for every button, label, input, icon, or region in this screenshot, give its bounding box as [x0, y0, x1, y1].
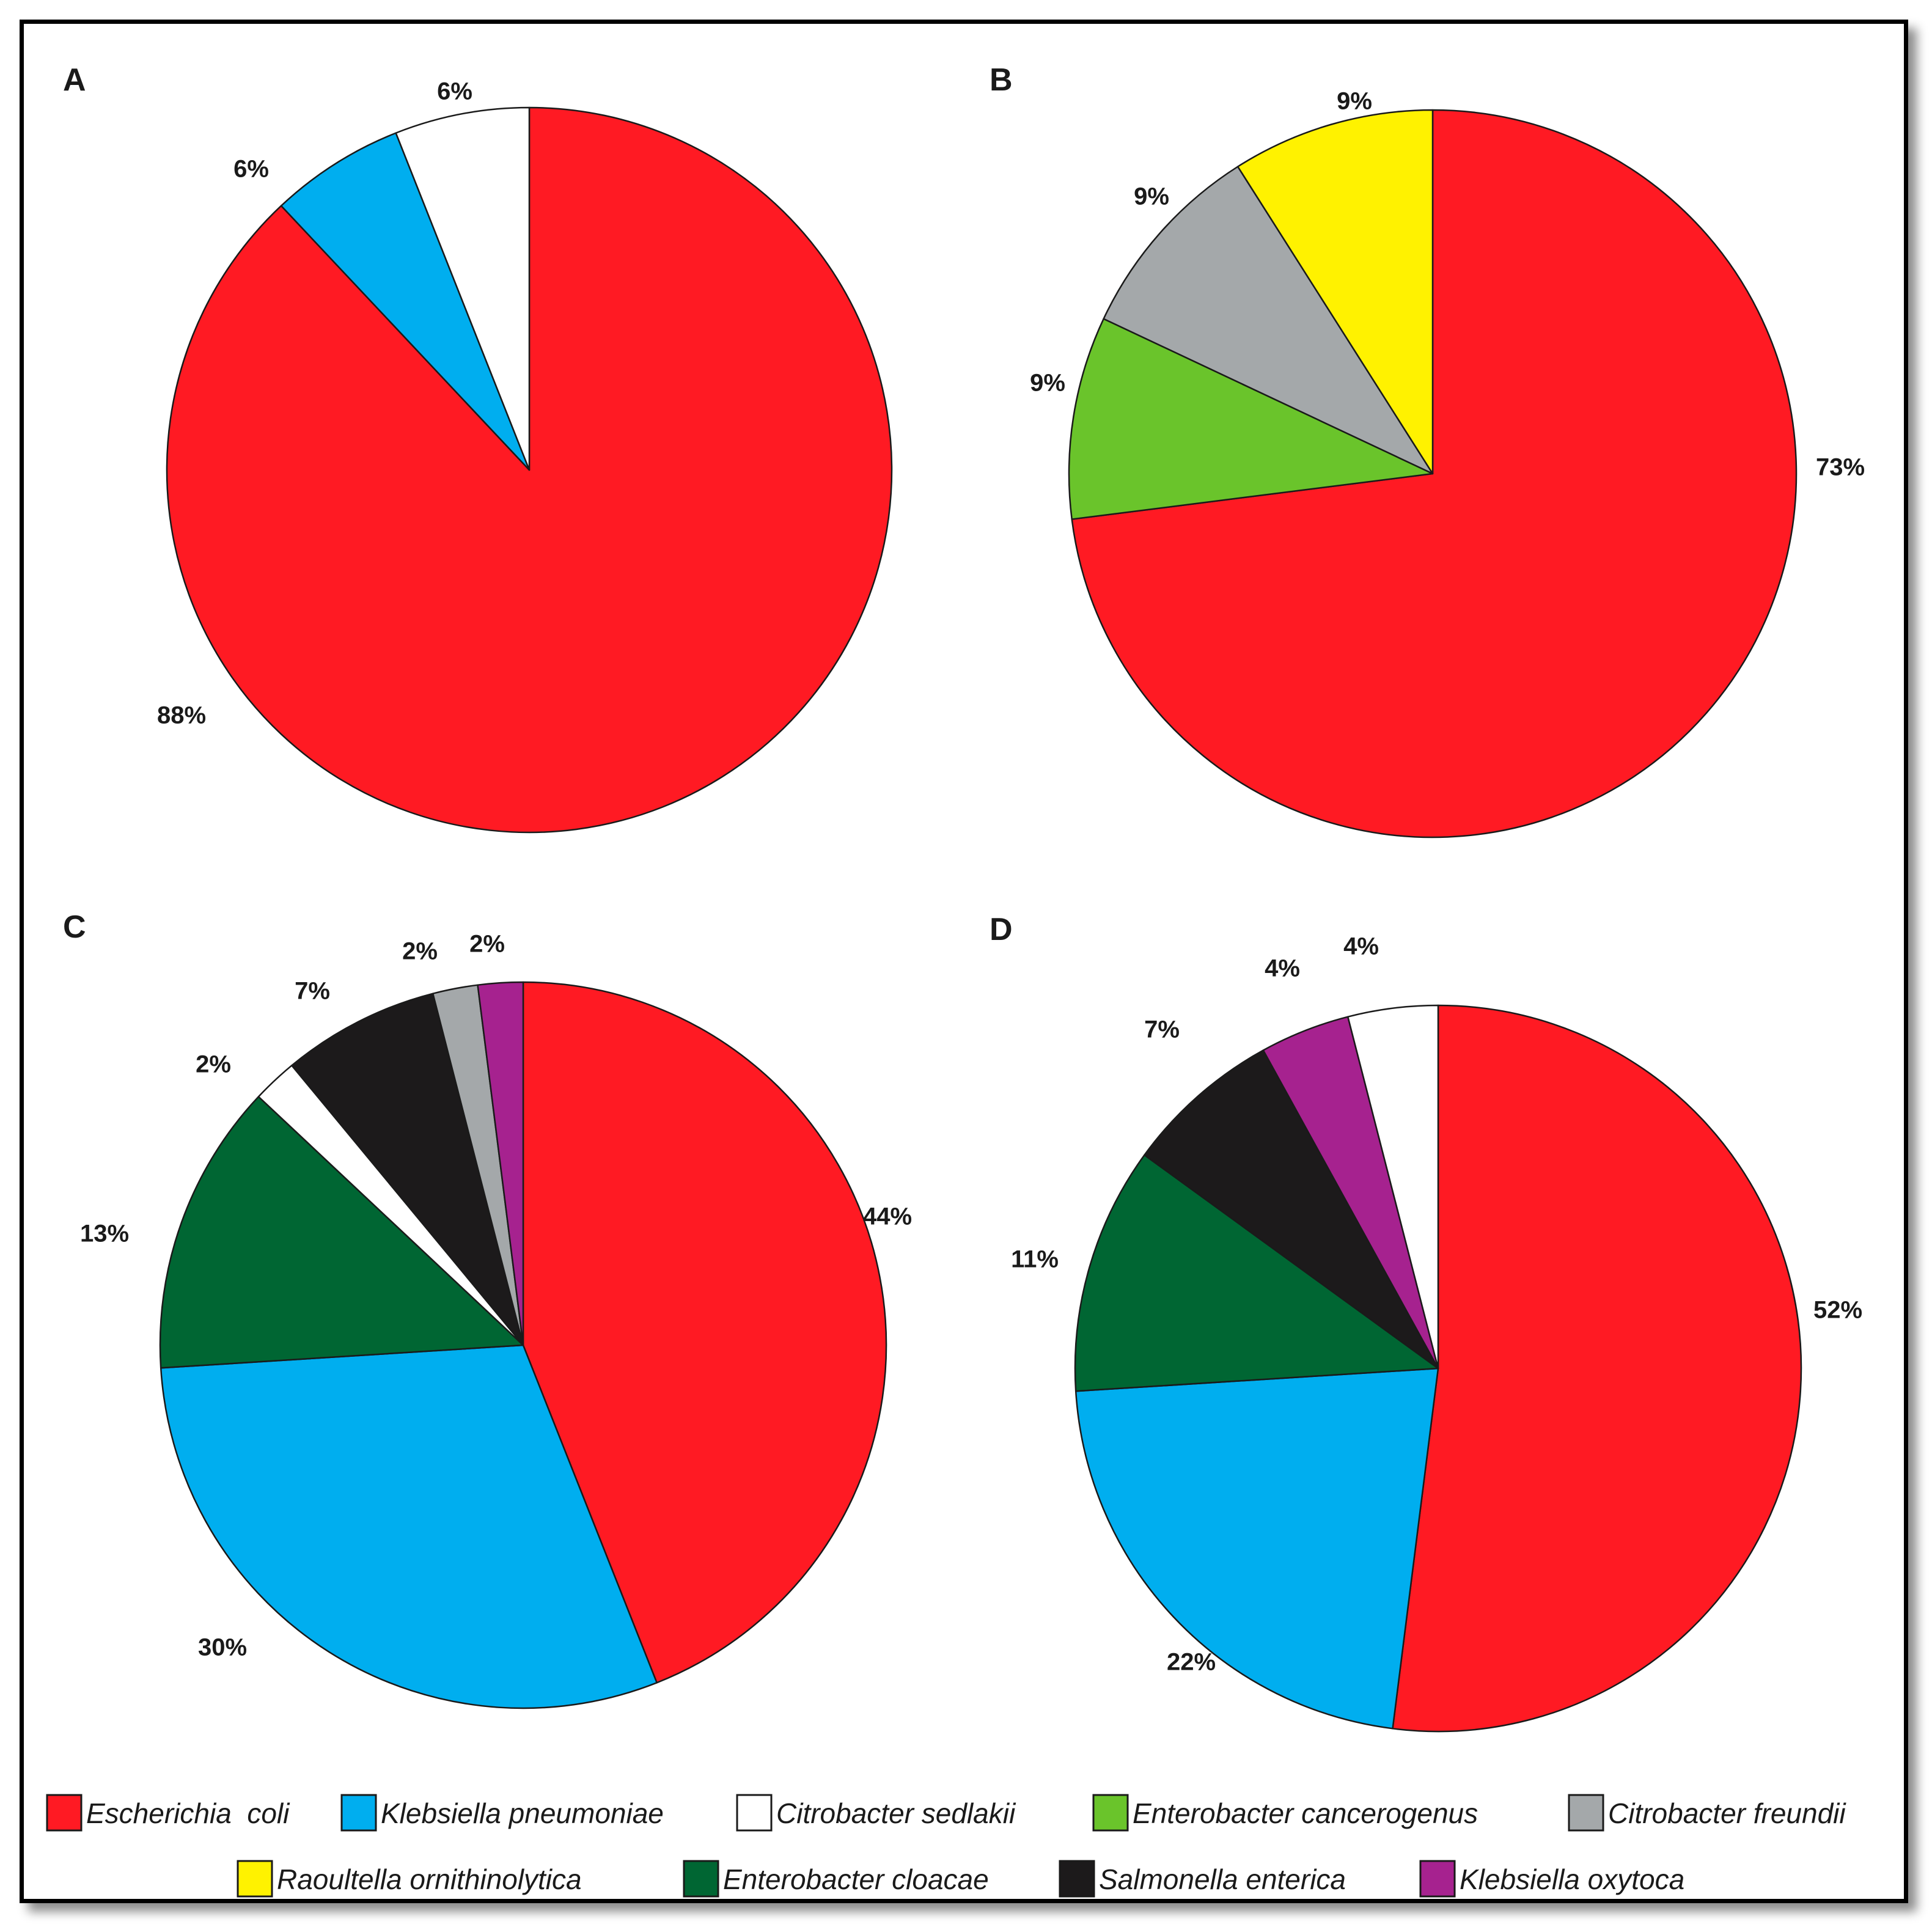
figure-frame: A 88% 6% 6% B 73% 9% 9% 9% C 44% 30% 13% 2% 7% 2% 2% D 52%…: [20, 20, 1908, 1903]
slice-label-c-klebsiella-oxytoca: 2%: [469, 931, 505, 958]
slice-label-c-salmonella-enterica: 7%: [295, 978, 330, 1005]
slice-label-c-escherichia-coli: 44%: [863, 1203, 912, 1230]
slice-label-b-citrobacter-freundii: 9%: [1134, 183, 1169, 210]
slice-label-c-klebsiella-pneumoniae: 30%: [198, 1634, 247, 1661]
legend-label-citrobacter-sedlakii: Citrobacter sedlakii: [776, 1797, 1016, 1829]
pie-slice-c-salmonella-enterica: [291, 993, 524, 1346]
pie-slice-d-enterobacter-cloacae: [1074, 1154, 1439, 1392]
panel-letter-a: A: [63, 62, 86, 98]
pie-slice-d-klebsiella-pneumoniae: [1074, 1367, 1439, 1730]
pie-slice-d-salmonella-enterica: [1144, 1049, 1439, 1370]
pie-slice-c-escherichia-coli: [522, 981, 887, 1684]
panel-letter-b: B: [990, 62, 1013, 98]
legend-swatch-escherichia-coli: [46, 1794, 83, 1832]
pie-slice-b-escherichia-coli: [1071, 109, 1798, 839]
pie-slice-b-enterobacter-cancerogenus: [1068, 318, 1434, 520]
legend-label-raoultella-ornithinolytica: Raoultella ornithinolytica: [277, 1863, 582, 1895]
pie-panel-a: A 88% 6% 6%: [63, 62, 893, 834]
legend-label-enterobacter-cloacae: Enterobacter cloacae: [723, 1863, 989, 1895]
legend-label-escherichia-coli: Escherichia coli: [86, 1797, 290, 1829]
pie-chart-figure: A 88% 6% 6% B 73% 9% 9% 9% C 44% 30% 13% 2% 7% 2% 2% D 52%…: [46, 62, 1865, 1898]
pie-slice-d-citrobacter-sedlakii: [1347, 1004, 1439, 1370]
slice-label-b-raoultella-ornithinolytica: 9%: [1337, 88, 1372, 115]
legend-swatch-citrobacter-sedlakii: [736, 1794, 773, 1832]
legend-swatch-enterobacter-cloacae: [683, 1860, 719, 1898]
legend-label-citrobacter-freundii: Citrobacter freundii: [1608, 1797, 1846, 1829]
pie-slice-c-klebsiella-pneumoniae: [160, 1344, 658, 1709]
legend-label-salmonella-enterica: Salmonella enterica: [1099, 1863, 1346, 1895]
pie-panel-d: D 52% 22% 11% 7% 4% 4%: [990, 912, 1862, 1733]
slice-label-d-klebsiella-oxytoca: 4%: [1265, 955, 1300, 982]
slice-label-c-citrobacter-sedlakii: 2%: [196, 1051, 231, 1078]
pie-panel-c: C 44% 30% 13% 2% 7% 2% 2%: [63, 909, 912, 1709]
slice-label-d-salmonella-enterica: 7%: [1144, 1016, 1180, 1043]
legend-swatch-klebsiella-oxytoca: [1419, 1860, 1456, 1898]
slice-label-d-klebsiella-pneumoniae: 22%: [1167, 1649, 1216, 1676]
pie-slice-a-klebsiella-pneumoniae: [280, 132, 531, 471]
pie-slice-c-klebsiella-oxytoca: [477, 981, 524, 1346]
slice-label-a-klebsiella-pneumoniae: 6%: [233, 156, 269, 183]
legend-swatch-salmonella-enterica: [1059, 1860, 1095, 1898]
legend-swatch-enterobacter-cancerogenus: [1092, 1794, 1129, 1832]
legend-swatch-citrobacter-freundii: [1568, 1794, 1604, 1832]
panel-letter-d: D: [990, 912, 1013, 947]
slice-label-d-enterobacter-cloacae: 11%: [1011, 1246, 1059, 1273]
panel-letter-c: C: [63, 909, 86, 945]
slice-label-b-escherichia-coli: 73%: [1816, 454, 1865, 481]
legend-label-klebsiella-pneumoniae: Klebsiella pneumoniae: [381, 1797, 664, 1829]
legend-swatch-klebsiella-pneumoniae: [340, 1794, 377, 1832]
slice-label-c-citrobacter-freundii: 2%: [402, 938, 438, 965]
pie-slice-d-escherichia-coli: [1392, 1004, 1802, 1733]
slice-label-b-enterobacter-cancerogenus: 9%: [1030, 370, 1065, 397]
pie-slice-c-enterobacter-cloacae: [159, 1096, 524, 1369]
slice-label-d-citrobacter-sedlakii: 4%: [1343, 933, 1379, 960]
pie-slice-a-citrobacter-sedlakii: [395, 106, 531, 471]
pie-slice-b-raoultella-ornithinolytica: [1236, 109, 1434, 475]
legend-swatch-raoultella-ornithinolytica: [237, 1860, 273, 1898]
legend-label-enterobacter-cancerogenus: Enterobacter cancerogenus: [1133, 1797, 1478, 1829]
legend: Escherichia coli Klebsiella pneumoniae Cit…: [46, 1794, 1846, 1898]
slice-label-a-escherichia-coli: 88%: [157, 702, 206, 729]
legend-label-klebsiella-oxytoca: Klebsiella oxytoca: [1460, 1863, 1684, 1895]
pie-panel-b: B 73% 9% 9% 9%: [990, 62, 1865, 839]
slice-label-a-citrobacter-sedlakii: 6%: [437, 78, 472, 105]
slice-label-d-escherichia-coli: 52%: [1813, 1297, 1862, 1324]
pie-slice-b-citrobacter-freundii: [1103, 166, 1434, 475]
slice-label-c-enterobacter-cloacae: 13%: [80, 1220, 129, 1247]
